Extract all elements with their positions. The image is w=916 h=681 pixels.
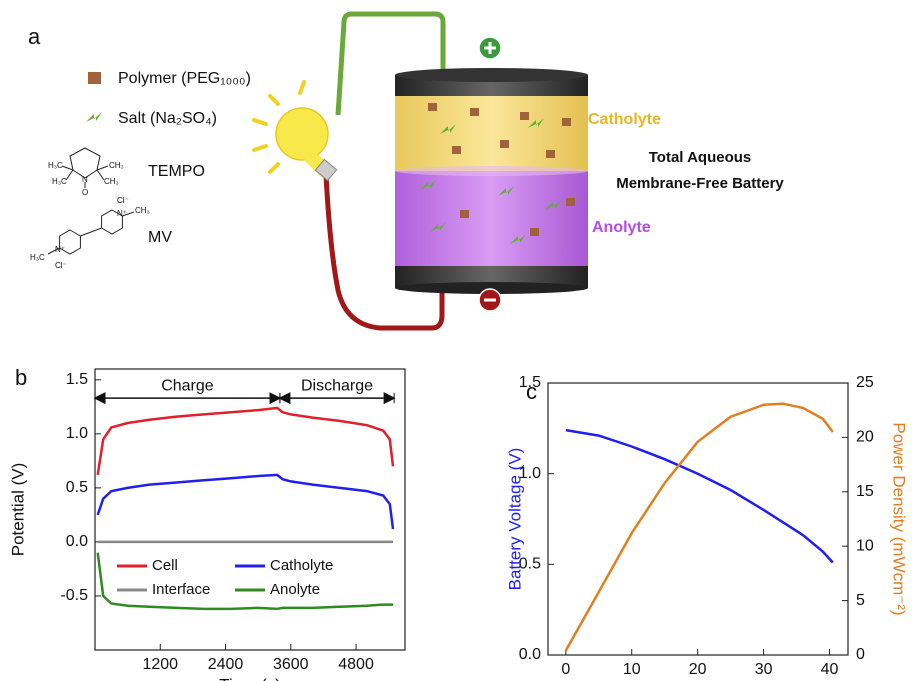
x-tick-label: 10 [623, 661, 641, 678]
battery-title: Membrane-Free Battery [616, 175, 784, 192]
x-axis-title: Time (s) [219, 675, 281, 681]
y2-tick-label: 15 [856, 483, 874, 500]
atom-label: H₃C [48, 161, 63, 170]
atom-label: N⁺ [117, 209, 127, 218]
y-tick-label: 0.0 [519, 646, 541, 663]
legend-label: Anolyte [270, 581, 320, 598]
y-tick-label: -0.5 [60, 587, 88, 604]
series-line [566, 430, 833, 562]
atom-label: O [82, 188, 88, 197]
legend-label: Cell [152, 557, 178, 574]
atom-label: N [82, 175, 88, 184]
annotation: Charge [161, 377, 214, 394]
atom-label: CH₃ [135, 206, 150, 215]
polymer-icon [88, 72, 101, 84]
x-tick-label: 0 [561, 661, 570, 678]
panel-label: a [28, 24, 41, 49]
molecule-name: TEMPO [148, 163, 205, 180]
y-tick-label: 0.0 [66, 533, 88, 550]
legend-label: Catholyte [270, 557, 333, 574]
catholyte-label: Catholyte [588, 111, 661, 128]
annotation: Discharge [301, 377, 373, 394]
x-tick-label: 2400 [208, 656, 244, 673]
atom-label: CH₃ [109, 161, 124, 170]
y2-axis-title: Power Density (mWcm⁻²) [890, 422, 909, 615]
x-tick-label: 1200 [142, 656, 178, 673]
atom-label: H₃C [52, 177, 67, 186]
x-tick-label: 3600 [273, 656, 309, 673]
y-tick-label: 1.5 [66, 371, 88, 388]
atom-label: H₃C [30, 253, 45, 262]
battery [395, 68, 588, 294]
legend-polymer: Polymer (PEG₁₀₀₀) [118, 70, 251, 87]
x-tick-label: 20 [689, 661, 707, 678]
y2-tick-label: 5 [856, 592, 865, 609]
panel-label: b [15, 365, 27, 390]
figure: a Polymer (PEG₁₀₀₀) Salt (Na₂SO₄) H₃C H₃… [0, 0, 916, 681]
legend-salt: Salt (Na₂SO₄) [118, 110, 217, 127]
chart: 1200 2400 3600 4800 -0.5 0.0 0.5 1.0 1.5 Cell Cath… [8, 365, 405, 681]
plot-frame [548, 383, 848, 655]
atom-label: CH₃ [104, 177, 119, 186]
battery-title: Total Aqueous [649, 149, 752, 166]
atom-label: Cl⁻ [55, 261, 67, 270]
positive-terminal [479, 37, 501, 59]
series-line [98, 553, 393, 609]
x-tick-label: 40 [821, 661, 839, 678]
y-tick-label: 0.5 [66, 479, 88, 496]
anolyte-label: Anolyte [592, 219, 651, 236]
panel-a: a Polymer (PEG₁₀₀₀) Salt (Na₂SO₄) H₃C H₃… [28, 14, 784, 328]
legend-label: Interface [152, 581, 210, 598]
negative-terminal [479, 289, 501, 311]
y-tick-label: 1.0 [66, 425, 88, 442]
y-axis-title: Potential (V) [8, 463, 27, 557]
x-tick-label: 30 [755, 661, 773, 678]
atom-label: N⁺ [55, 245, 65, 254]
series-line [98, 408, 393, 475]
panel-label: c [526, 379, 537, 404]
atom-label: Cl⁻ [117, 196, 129, 205]
y2-tick-label: 0 [856, 646, 865, 663]
light-bulb [254, 82, 337, 181]
salt-icon [86, 112, 102, 122]
y-axis-title: Battery Voltage (V) [505, 448, 524, 591]
molecule-name: MV [148, 229, 172, 246]
y2-tick-label: 25 [856, 374, 874, 391]
y2-tick-label: 20 [856, 429, 874, 446]
y2-tick-label: 10 [856, 537, 874, 554]
x-tick-label: 4800 [338, 656, 374, 673]
series-line [98, 475, 393, 529]
